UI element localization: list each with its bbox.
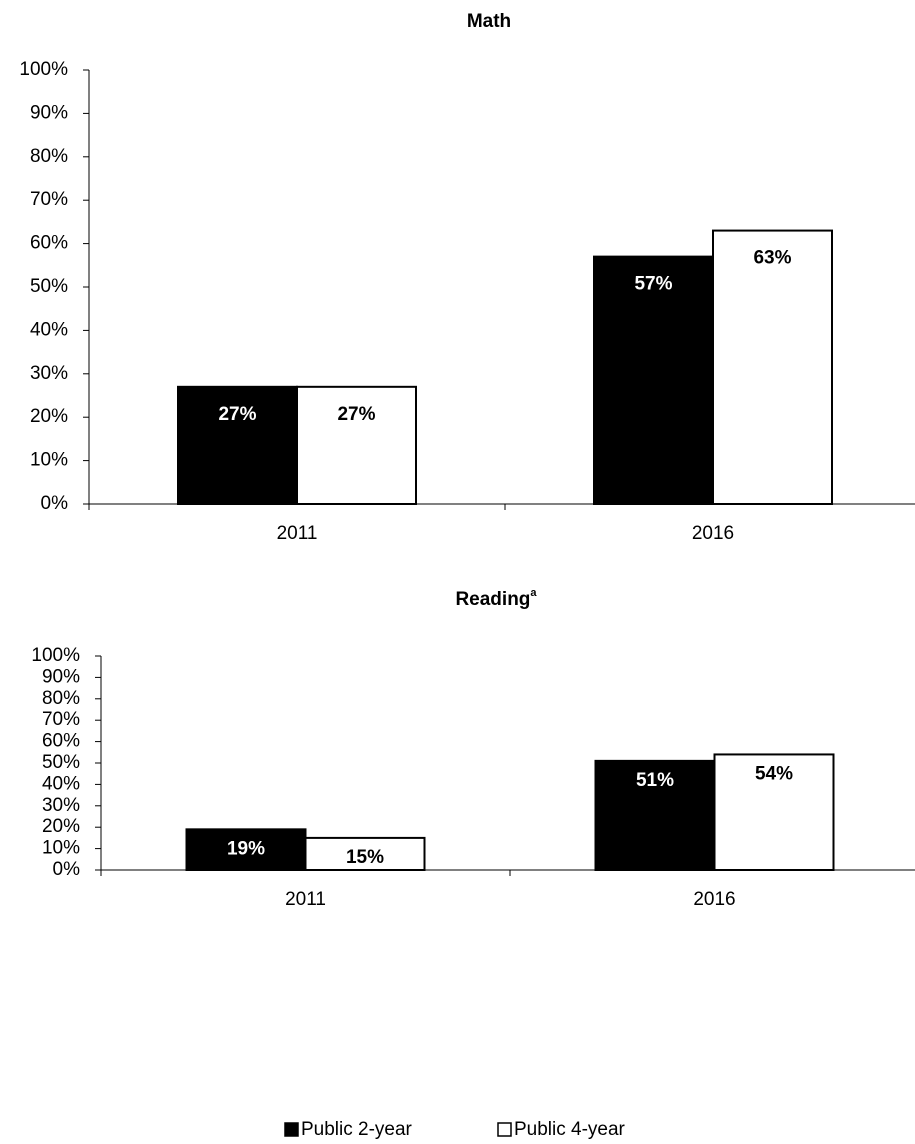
y-tick-label: 0% [53,859,81,880]
y-tick-label: 90% [42,666,80,687]
y-tick-label: 80% [42,688,80,709]
data-label: 27% [337,404,375,425]
y-tick-label: 20% [30,406,68,427]
x-tick-label: 2011 [277,523,318,544]
data-label: 15% [346,847,384,868]
y-tick-label: 10% [30,450,68,471]
bar [713,753,835,871]
y-tick-label: 40% [42,773,80,794]
data-label: 54% [755,763,793,784]
data-label: 27% [218,404,256,425]
chart-title: Readinga [455,587,537,610]
x-tick-label: 2011 [285,889,326,910]
bar [712,229,833,506]
data-label: 19% [227,838,265,859]
bar [594,759,716,871]
y-tick-label: 100% [31,645,80,666]
bar [177,385,298,506]
bar [296,385,417,506]
y-tick-label: 30% [42,795,80,816]
y-tick-label: 20% [42,816,80,837]
bar [304,836,426,872]
x-tick-label: 2016 [692,523,734,544]
y-tick-label: 60% [42,731,80,752]
data-label: 57% [634,274,672,295]
title-note: a [530,587,537,599]
y-tick-label: 50% [30,276,68,297]
data-label: 63% [753,248,791,269]
y-tick-label: 50% [42,752,80,773]
data-label: 51% [636,770,674,791]
legend-label: Public 2-year [301,1119,413,1140]
y-tick-label: 90% [30,102,68,123]
y-tick-label: 70% [30,189,68,210]
legend-swatch [497,1122,512,1137]
x-tick-label: 2016 [693,889,735,910]
bar [593,255,714,505]
chart-title-text: Reading [455,589,530,610]
legend-swatch [284,1122,299,1137]
y-tick-label: 40% [30,319,68,340]
y-tick-label: 10% [42,838,80,859]
y-tick-label: 80% [30,146,68,167]
y-tick-label: 60% [30,233,68,254]
y-tick-label: 100% [19,59,68,80]
legend-label: Public 4-year [514,1119,626,1140]
y-tick-label: 0% [41,493,69,514]
chart-title-text: Math [467,11,511,32]
y-tick-label: 70% [42,709,80,730]
bar [185,828,307,872]
y-tick-label: 30% [30,363,68,384]
chart-title: Math [467,11,511,32]
